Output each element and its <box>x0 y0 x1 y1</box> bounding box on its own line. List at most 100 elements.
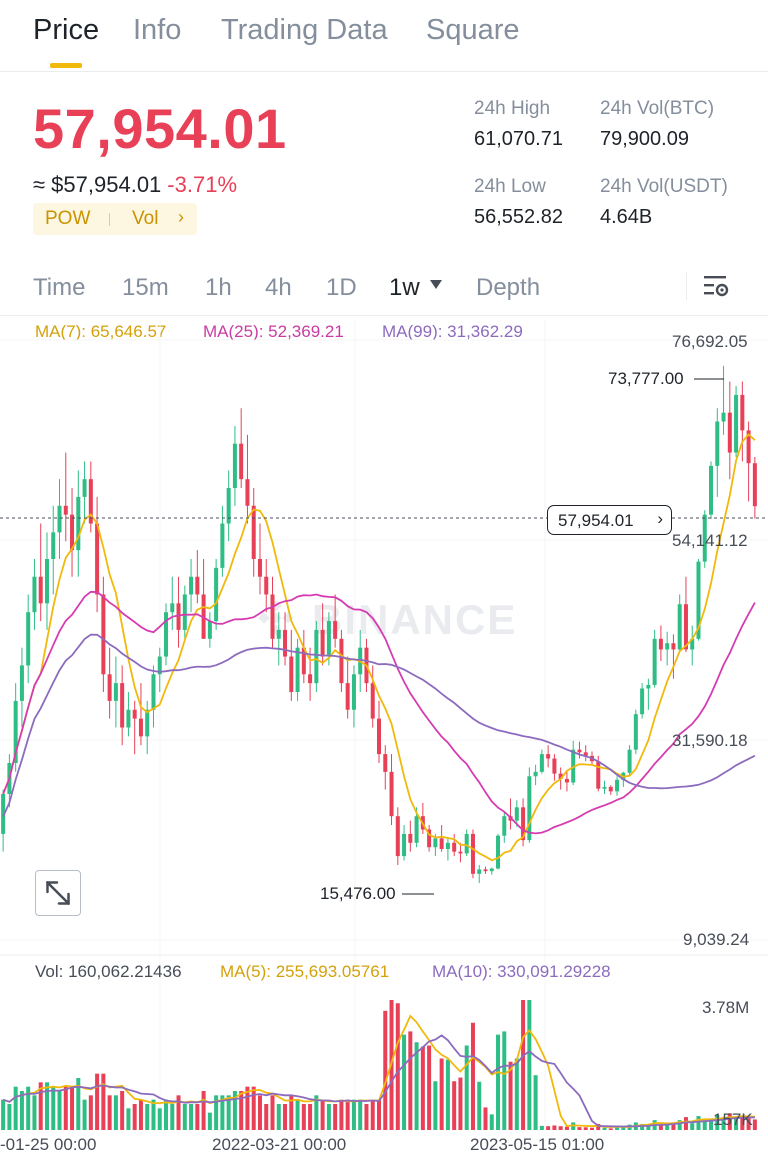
candle <box>257 523 262 595</box>
volume-bar <box>596 1123 601 1130</box>
interval-1h[interactable]: 1h <box>205 274 232 301</box>
candle <box>734 386 739 457</box>
candle <box>533 764 538 786</box>
candle <box>527 767 532 843</box>
candle <box>189 558 194 613</box>
volume-bar <box>752 1119 757 1130</box>
volume-bar <box>477 1081 482 1130</box>
volume-bar <box>151 1099 156 1130</box>
low-24h-label: 24h Low <box>474 176 546 197</box>
candle <box>652 629 657 688</box>
volume-bar <box>295 1099 300 1130</box>
kline-chart[interactable] <box>0 315 768 1160</box>
volume-bar <box>301 1104 306 1130</box>
volume-bar <box>677 1120 682 1130</box>
current-price-tag[interactable]: 57,954.01 › <box>547 505 672 535</box>
interval-4h[interactable]: 4h <box>265 274 292 301</box>
candle <box>151 665 156 728</box>
volume-bar <box>621 1127 626 1130</box>
candle <box>740 381 745 462</box>
ma-lines-layer <box>2 433 756 862</box>
volume-bar <box>558 1126 563 1130</box>
candle <box>88 461 93 533</box>
tab-info[interactable]: Info <box>133 14 182 46</box>
candle <box>727 381 732 480</box>
y-tick-3: 31,590.18 <box>672 731 748 750</box>
expand-chart-button[interactable] <box>35 870 81 916</box>
volume-bar <box>308 1104 313 1130</box>
low-24h-value: 56,552.82 <box>474 206 563 228</box>
volume-bar <box>358 1099 363 1130</box>
caret-down-icon[interactable] <box>430 280 442 289</box>
high-24h-label: 24h High <box>474 98 551 119</box>
tag-pow[interactable]: POW <box>45 208 91 229</box>
volume-bar <box>320 1099 325 1130</box>
candle <box>276 612 281 666</box>
volume-bar <box>138 1099 143 1130</box>
candle <box>63 452 68 542</box>
vol-tick-bottom: 157K <box>713 1110 753 1129</box>
volume-bar <box>408 1031 413 1130</box>
volume-bar <box>63 1086 68 1130</box>
candle <box>483 866 488 874</box>
volume-bar <box>314 1095 319 1130</box>
volume-bar <box>671 1122 676 1130</box>
volume-bar <box>270 1095 275 1130</box>
candle <box>658 625 663 661</box>
interval-1d[interactable]: 1D <box>326 274 357 301</box>
volume-bar <box>289 1095 294 1130</box>
chart-top-divider <box>0 315 768 316</box>
tab-trading-data[interactable]: Trading Data <box>221 14 388 46</box>
candle <box>351 665 356 728</box>
volume-bar <box>414 1042 419 1130</box>
volume-bar <box>615 1126 620 1130</box>
candle <box>308 647 313 701</box>
interval-depth[interactable]: Depth <box>476 274 541 301</box>
volume-bar <box>157 1108 162 1130</box>
volume-bar <box>107 1095 112 1130</box>
volume-bar <box>232 1091 237 1130</box>
interval-1w[interactable]: 1w <box>389 274 420 301</box>
candle <box>301 629 306 684</box>
volume-bar <box>1 1099 6 1130</box>
volume-bar <box>26 1086 31 1130</box>
volume-bar <box>333 1104 338 1130</box>
vol-ma10-line <box>2 1034 755 1128</box>
volume-bar <box>402 1034 407 1130</box>
tag-vol[interactable]: Vol <box>132 208 159 229</box>
ma99-line <box>2 633 756 817</box>
candle <box>245 434 250 524</box>
volume-bar <box>533 1075 538 1130</box>
candle <box>195 550 200 604</box>
tab-price[interactable]: Price <box>33 14 100 46</box>
candle <box>120 665 125 746</box>
volume-bar <box>264 1104 269 1130</box>
volume-bars-layer <box>1 1000 757 1130</box>
candle <box>602 780 607 795</box>
volume-bar <box>88 1095 93 1130</box>
candle <box>138 683 143 746</box>
candle <box>370 665 375 728</box>
price-usd-line: ≈ $57,954.01 -3.71% <box>33 172 237 198</box>
candle <box>665 631 670 666</box>
interval-15m[interactable]: 15m <box>122 274 169 301</box>
high-marker-label: 73,777.00 <box>608 369 684 388</box>
volume-bar <box>589 1127 594 1130</box>
candle <box>633 709 638 755</box>
candle <box>571 740 576 786</box>
volume-bar <box>170 1104 175 1130</box>
chart-settings-icon[interactable] <box>700 272 732 302</box>
candle <box>671 634 676 679</box>
volume-bar <box>220 1095 225 1130</box>
top-tab-bar: Price Info Trading Data Square <box>0 0 768 72</box>
y-tick-2: 54,141.12 <box>672 531 748 550</box>
current-price-tag-value: 57,954.01 <box>558 511 634 530</box>
volume-bar <box>38 1082 43 1130</box>
interval-time[interactable]: Time <box>33 274 86 301</box>
interval-separator <box>686 272 687 300</box>
candle <box>552 754 557 781</box>
candle <box>207 612 212 648</box>
tab-square[interactable]: Square <box>426 14 520 46</box>
tag-pills[interactable]: POW Vol › <box>33 203 197 235</box>
volume-bar <box>709 1120 714 1130</box>
